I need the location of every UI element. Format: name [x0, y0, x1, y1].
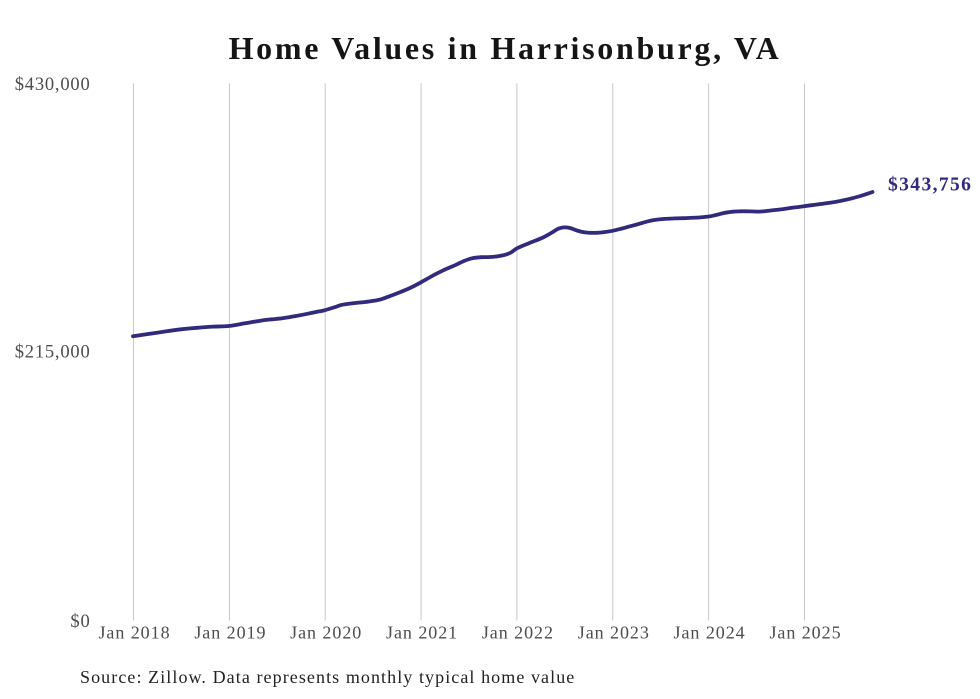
- svg-text:$430,000: $430,000: [15, 75, 91, 95]
- svg-text:Jan 2019: Jan 2019: [194, 623, 266, 643]
- svg-text:$343,756: $343,756: [888, 175, 972, 196]
- svg-text:Jan 2018: Jan 2018: [98, 623, 170, 643]
- svg-text:Jan 2020: Jan 2020: [290, 623, 362, 643]
- svg-text:Jan 2025: Jan 2025: [769, 623, 841, 643]
- svg-text:Jan 2024: Jan 2024: [674, 623, 746, 643]
- svg-text:$215,000: $215,000: [15, 343, 91, 363]
- svg-text:Source: Zillow. Data represent: Source: Zillow. Data represents monthly …: [80, 667, 575, 687]
- svg-text:Home Values in Harrisonburg, V: Home Values in Harrisonburg, VA: [229, 30, 782, 66]
- svg-text:Jan 2023: Jan 2023: [578, 623, 650, 643]
- svg-text:$0: $0: [70, 612, 90, 632]
- svg-text:Jan 2021: Jan 2021: [386, 623, 458, 643]
- svg-text:Jan 2022: Jan 2022: [482, 623, 554, 643]
